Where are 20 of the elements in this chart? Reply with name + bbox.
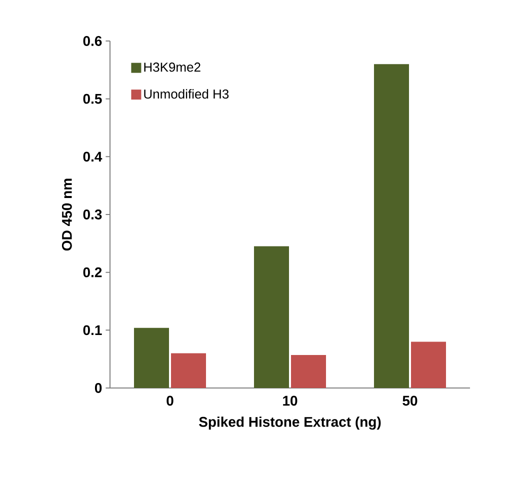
bar — [254, 246, 289, 388]
legend-label: H3K9me2 — [144, 62, 200, 72]
y-tick-label: 0.6 — [83, 36, 102, 46]
x-axis-title: Spiked Histone Extract (ng) — [199, 416, 381, 430]
bar — [410, 342, 446, 388]
x-tick-label: 10 — [283, 396, 298, 406]
legend-label: Unmodified H3 — [144, 89, 229, 99]
y-tick-label: 0.5 — [83, 94, 102, 104]
bar — [171, 353, 206, 388]
bar — [374, 64, 409, 388]
y-axis-title: OD 450 nm — [62, 178, 72, 250]
y-tick-label: 0.3 — [83, 210, 102, 220]
y-tick-label: 0.4 — [83, 152, 102, 162]
y-tick-label: 0 — [94, 383, 102, 393]
bar — [134, 328, 170, 388]
bar — [291, 355, 326, 388]
y-tick-label: 0.1 — [83, 325, 102, 336]
y-tick-label: 0.2 — [83, 267, 102, 278]
x-tick-label: 50 — [402, 396, 418, 406]
x-tick-label: 0 — [166, 396, 174, 406]
